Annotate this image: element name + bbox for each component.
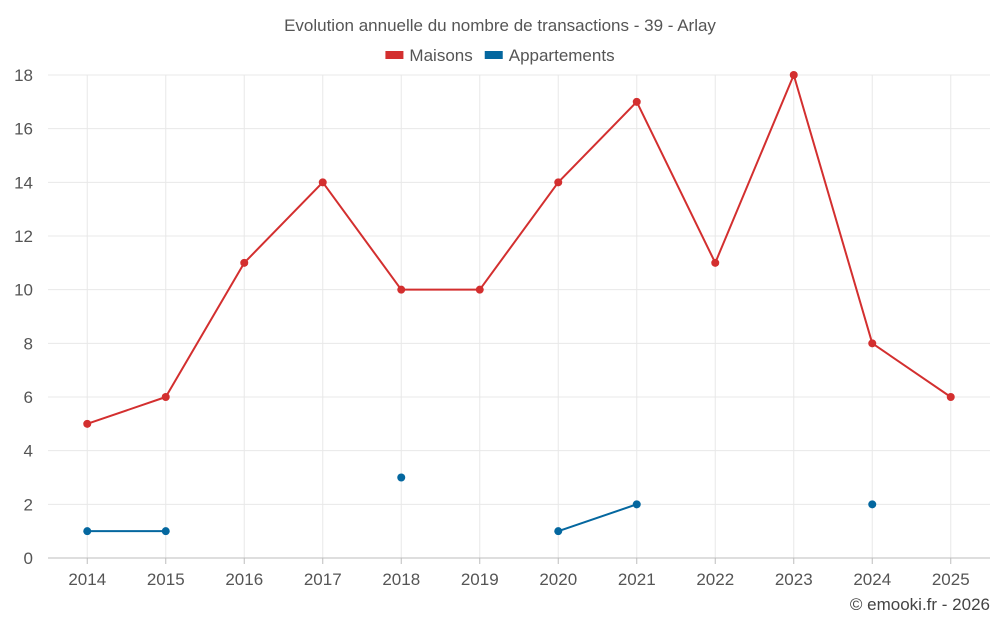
y-tick-label: 8 — [24, 334, 33, 353]
data-point[interactable] — [868, 339, 877, 348]
data-point[interactable] — [475, 285, 484, 294]
gridlines — [48, 74, 990, 558]
x-tick-label: 2020 — [539, 570, 577, 589]
legend: Maisons Appartements — [385, 46, 615, 65]
y-tick-label: 12 — [14, 227, 33, 246]
y-tick-label: 18 — [14, 66, 33, 85]
data-point[interactable] — [868, 500, 877, 509]
chart-title: Evolution annuelle du nombre de transact… — [284, 16, 716, 35]
credit-text: © emooki.fr - 2026 — [850, 595, 990, 614]
y-tick-label: 0 — [24, 549, 33, 568]
data-point[interactable] — [161, 393, 170, 401]
legend-swatch — [484, 51, 503, 59]
data-point[interactable] — [397, 285, 406, 294]
series-line — [557, 503, 638, 533]
legend-item-maisons[interactable]: Maisons — [385, 46, 473, 65]
series-maisons — [83, 71, 955, 428]
y-tick-label: 2 — [24, 495, 33, 514]
x-tick-label: 2025 — [932, 570, 970, 589]
data-point[interactable] — [83, 419, 92, 428]
y-tick-label: 16 — [14, 120, 33, 139]
y-tick-label: 14 — [14, 173, 33, 192]
x-axis: 2014 2015 2016 2017 2018 2019 2020 2021 2022 2023… — [48, 557, 990, 589]
x-tick-label: 2015 — [147, 570, 185, 589]
data-point[interactable] — [632, 97, 641, 106]
data-point[interactable] — [554, 527, 563, 536]
data-point[interactable] — [554, 178, 563, 187]
data-point[interactable] — [161, 527, 170, 536]
x-tick-label: 2023 — [775, 570, 813, 589]
data-point[interactable] — [318, 178, 327, 187]
data-point[interactable] — [946, 393, 955, 401]
series-appartements — [83, 473, 877, 536]
legend-label: Appartements — [509, 46, 615, 65]
legend-swatch — [385, 51, 404, 59]
series-line — [86, 74, 952, 425]
y-tick-label: 10 — [14, 281, 33, 300]
data-point[interactable] — [397, 473, 406, 482]
x-tick-label: 2022 — [696, 570, 734, 589]
series-layer — [83, 71, 955, 536]
x-tick-label: 2021 — [618, 570, 656, 589]
data-point[interactable] — [711, 258, 720, 267]
x-tick-label: 2014 — [68, 570, 106, 589]
y-tick-label: 4 — [24, 442, 33, 461]
x-tick-label: 2017 — [304, 570, 342, 589]
x-tick-label: 2024 — [853, 570, 891, 589]
y-tick-label: 6 — [24, 388, 33, 407]
legend-item-appartements[interactable]: Appartements — [484, 46, 615, 65]
data-point[interactable] — [83, 527, 92, 536]
data-point[interactable] — [789, 71, 798, 79]
x-tick-label: 2018 — [382, 570, 420, 589]
data-point[interactable] — [632, 500, 641, 509]
x-tick-label: 2016 — [225, 570, 263, 589]
data-point[interactable] — [240, 258, 249, 267]
x-tick-label: 2019 — [461, 570, 499, 589]
legend-label: Maisons — [409, 46, 472, 65]
y-axis: 0 2 4 6 8 10 12 14 16 18 — [14, 66, 33, 568]
